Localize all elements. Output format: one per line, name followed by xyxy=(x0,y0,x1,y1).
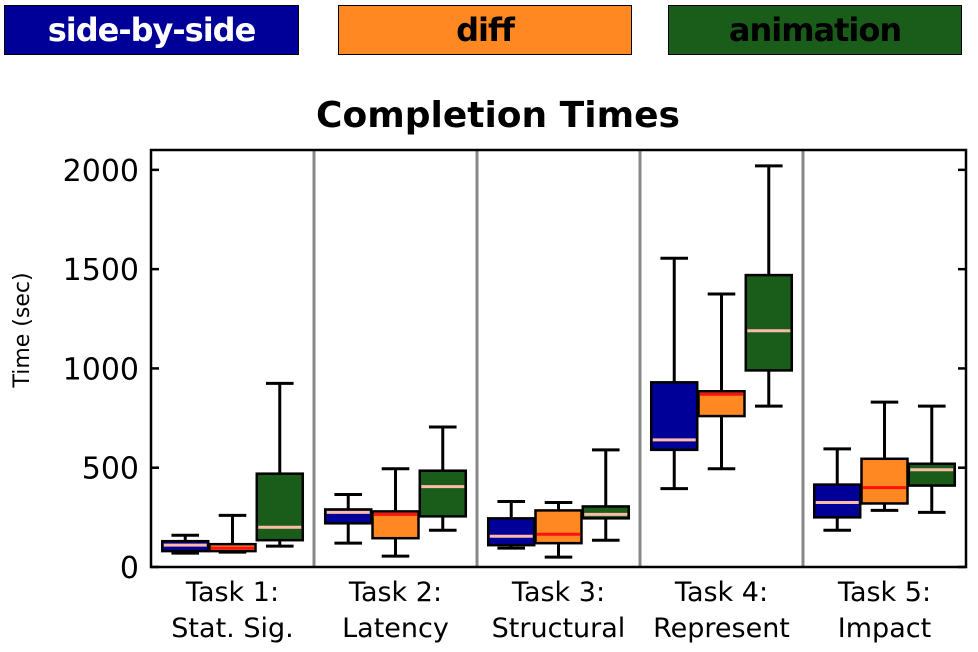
box-diff-task-3 xyxy=(534,509,583,545)
legend-side-by-side: side-by-side xyxy=(4,5,299,55)
y-tick-label: 2000 xyxy=(63,154,139,189)
box-animation-task-4 xyxy=(744,273,794,372)
x-category-label: Represent xyxy=(653,613,790,644)
box-animation-task-5 xyxy=(907,462,957,487)
box-animation-task-3 xyxy=(581,505,631,520)
box-diff-task-5 xyxy=(860,457,909,505)
y-tick-label: 1000 xyxy=(63,352,139,387)
x-category-label: Task 3: xyxy=(511,577,605,608)
box-side-by-side-task-3 xyxy=(486,517,536,547)
y-axis-label: Time (sec) xyxy=(10,272,35,388)
x-category-label: Task 4: xyxy=(674,577,768,608)
x-category-label: Latency xyxy=(342,613,449,644)
x-category-label: Impact xyxy=(838,613,931,644)
x-category-label: Stat. Sig. xyxy=(171,613,293,644)
y-tick-label: 500 xyxy=(82,452,139,487)
legend-animation: animation xyxy=(668,5,962,55)
box-animation-task-1 xyxy=(255,472,305,542)
x-category-label: Structural xyxy=(492,613,626,644)
x-category-label: Task 2: xyxy=(348,577,442,608)
chart-title: Completion Times xyxy=(316,95,680,136)
box-animation-task-2 xyxy=(418,469,468,518)
plot-frame xyxy=(149,148,968,569)
x-category-label: Task 1: xyxy=(185,577,279,608)
y-tick-label: 0 xyxy=(120,551,139,586)
legend-diff: diff xyxy=(338,5,632,55)
x-category-label: Task 5: xyxy=(837,577,931,608)
y-tick-label: 1500 xyxy=(63,253,139,288)
